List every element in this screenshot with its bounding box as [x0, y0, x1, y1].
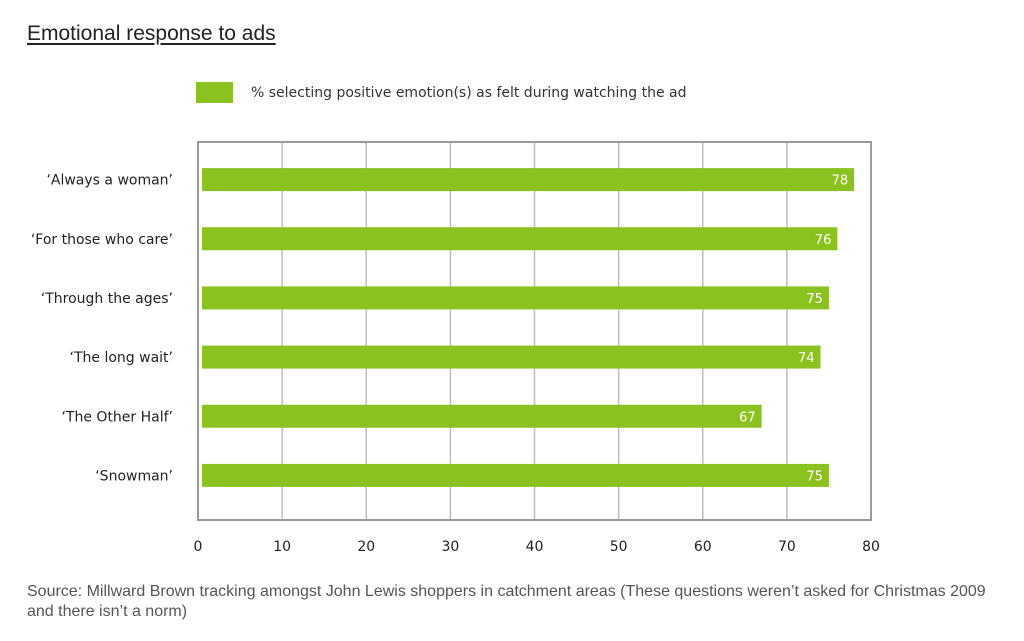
category-label: ‘Always a woman’: [46, 173, 173, 189]
bar-value-label: 67: [739, 410, 756, 425]
labels: 0 10 20 30 40 50 60 70 80 78 ‘Always a woman’ 76 ‘Fo…: [31, 173, 880, 555]
bar-value-label: 78: [832, 174, 849, 189]
chart-title: Emotional response to ads: [27, 22, 276, 45]
category-label: ‘The long wait’: [70, 350, 173, 366]
x-tick-label: 10: [273, 539, 291, 555]
bar-value-label: 75: [806, 469, 823, 484]
bar-value-label: 75: [806, 292, 823, 307]
bar: [202, 345, 821, 369]
x-tick-label: 30: [441, 539, 459, 555]
bar: [202, 227, 838, 251]
source-note: Source: Millward Brown tracking amongst …: [27, 583, 986, 620]
x-tick-label: 70: [778, 539, 796, 555]
x-tick-label: 0: [194, 539, 203, 555]
bar: [202, 168, 855, 192]
bars: [202, 168, 855, 487]
bar: [202, 286, 829, 310]
x-tick-label: 40: [526, 539, 544, 555]
category-label: ‘For those who care’: [31, 232, 173, 248]
bar: [202, 463, 829, 487]
category-label: ‘Snowman’: [95, 468, 173, 484]
category-label: ‘Through the ages’: [41, 291, 173, 307]
legend: % selecting positive emotion(s) as felt …: [196, 82, 687, 103]
bar-value-label: 74: [798, 351, 815, 366]
x-tick-label: 20: [357, 539, 375, 555]
legend-label: % selecting positive emotion(s) as felt …: [251, 84, 687, 101]
plot-border: [197, 141, 872, 521]
plot-frame: [197, 141, 872, 521]
x-tick-label: 50: [610, 539, 628, 555]
grid-lines: [281, 142, 788, 520]
category-label: ‘The Other Half’: [61, 409, 173, 425]
x-tick-label: 80: [862, 539, 880, 555]
bar: [202, 404, 762, 428]
bar-value-label: 76: [815, 233, 832, 248]
legend-swatch: [196, 82, 233, 103]
x-tick-label: 60: [694, 539, 712, 555]
